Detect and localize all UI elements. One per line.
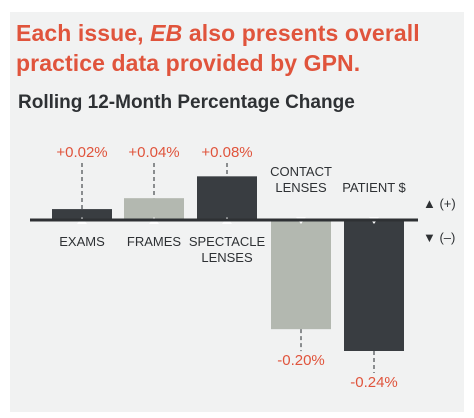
value-label: +0.02%	[56, 144, 107, 161]
bar-5	[344, 220, 404, 351]
category-label: FRAMES	[127, 234, 182, 249]
value-label: -0.20%	[277, 352, 325, 369]
legend-positive: ▲ (+)	[423, 196, 456, 211]
legend-negative: ▼ (–)	[423, 230, 455, 245]
category-label: LENSES	[275, 180, 327, 195]
category-label: PATIENT $	[342, 180, 406, 195]
heading: Each issue, EB also presents overall pra…	[16, 18, 446, 78]
category-label: LENSES	[201, 250, 253, 265]
category-label: CONTACT	[270, 164, 332, 179]
bar-3	[197, 176, 257, 220]
category-label: SPECTACLE	[189, 234, 266, 249]
value-label: +0.08%	[201, 144, 252, 161]
heading-emphasis: EB	[150, 20, 183, 46]
value-label: +0.04%	[128, 144, 179, 161]
heading-prefix: Each issue,	[16, 20, 151, 46]
category-label: EXAMS	[59, 234, 105, 249]
bar-2	[124, 198, 184, 220]
heading-suffix: also presents overall practice data prov…	[16, 20, 420, 76]
bar-4	[271, 220, 331, 330]
bar-1	[52, 209, 112, 220]
value-label: -0.24%	[350, 374, 398, 391]
chart-title: Rolling 12-Month Percentage Change	[18, 92, 355, 113]
